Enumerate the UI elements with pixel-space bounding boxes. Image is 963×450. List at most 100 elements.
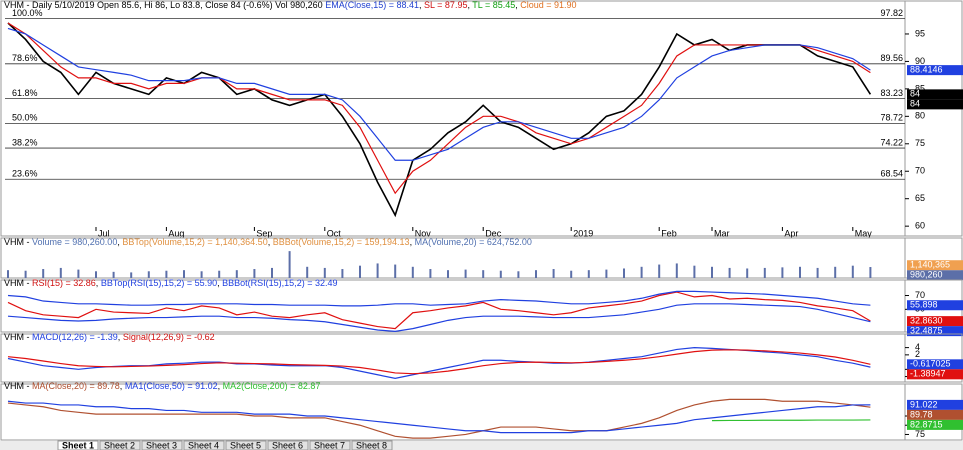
sheet-tab-label: Sheet 3 — [146, 440, 177, 450]
y-tick-label: 2 — [915, 349, 920, 359]
fib-value: 83.23 — [880, 88, 903, 98]
panel-header: VHM - RSI(15) = 32.86, BBTop(RSI(15),15,… — [4, 278, 337, 288]
volume-bar — [711, 266, 713, 278]
panel-frame — [0, 0, 963, 237]
sheet-tab-label: Sheet 6 — [272, 440, 303, 450]
series-line — [7, 349, 871, 375]
fib-percent: 38.2% — [12, 137, 38, 147]
fib-value: 89.56 — [880, 53, 903, 63]
header-part: MA(Volume,20) = 624,752.00 — [415, 237, 532, 247]
y-tick-label: 4 — [915, 342, 920, 352]
panel-frame — [0, 237, 963, 279]
header-part: Cloud = 91.90 — [520, 0, 576, 10]
y-tick-label: 70 — [915, 166, 925, 176]
sheet-tab[interactable] — [309, 440, 351, 450]
header-part: , — [515, 0, 520, 10]
volume-bar — [869, 267, 872, 278]
fib-percent: 50.0% — [12, 113, 38, 123]
sheet-tab[interactable] — [267, 440, 309, 450]
series-line — [711, 419, 871, 422]
y-tick-label: 95 — [915, 28, 925, 38]
price-tag — [907, 99, 963, 110]
series-line — [7, 27, 871, 161]
fib-value: 74.22 — [880, 137, 903, 147]
y-tick-label: 85 — [915, 83, 925, 93]
header-part: , — [217, 278, 222, 288]
volume-bar — [851, 265, 854, 278]
header-part: MACD(12,26) = -1.39 — [32, 332, 118, 342]
sheet-tab[interactable] — [183, 440, 225, 450]
sheet-tab-label: Sheet 4 — [188, 440, 219, 450]
header-part: , — [419, 0, 424, 10]
series-line — [7, 22, 872, 218]
volume-bar — [482, 270, 485, 278]
sheet-tab[interactable] — [351, 440, 393, 450]
header-part: , — [467, 0, 472, 10]
x-tick-label: Sep — [256, 228, 272, 238]
volume-bar — [816, 267, 819, 278]
x-tick-label: Jul — [98, 228, 110, 238]
volume-bar — [447, 270, 449, 278]
price-tag-label: 980,260 — [910, 270, 943, 280]
volume-bar — [834, 266, 837, 278]
header-part: MA(Close,20) = 89.78 — [32, 381, 120, 391]
price-tag-label: 91.022 — [910, 399, 938, 409]
x-tick-label: Oct — [327, 228, 342, 238]
volume-bar — [24, 270, 27, 278]
header-part: , — [118, 332, 123, 342]
header-part: VHM - — [4, 237, 32, 247]
price-tag — [907, 300, 963, 311]
panel-header: VHM - MACD(12,26) = -1.39, Signal(12,26,… — [4, 332, 215, 342]
sheet-tab[interactable] — [141, 440, 183, 450]
volume-bar — [640, 266, 643, 278]
fib-value: 97.82 — [880, 8, 903, 18]
volume-bar — [7, 270, 9, 278]
x-tick-label: Feb — [661, 228, 677, 238]
header-part: , — [268, 237, 273, 247]
header-part: , — [117, 237, 122, 247]
volume-bar — [130, 272, 133, 278]
series-line — [7, 400, 871, 434]
volume-bar — [570, 270, 573, 278]
sheet-tab[interactable] — [99, 440, 141, 450]
volume-bar — [323, 267, 326, 278]
sheet-tab[interactable] — [225, 440, 267, 450]
price-tag — [907, 316, 963, 327]
y-tick-label: 80 — [915, 111, 925, 121]
header-part: , — [120, 381, 125, 391]
sheet-tab-label: Sheet 2 — [104, 440, 135, 450]
fib-percent: 23.6% — [12, 169, 38, 179]
volume-bar — [675, 263, 678, 278]
volume-bar — [288, 251, 291, 278]
header-part: SL = 87.95 — [424, 0, 467, 10]
price-tag — [907, 326, 963, 337]
series-line — [7, 291, 871, 330]
x-tick-label: Mar — [714, 228, 730, 238]
volume-bar — [77, 269, 80, 278]
volume-bar — [658, 264, 661, 278]
price-tag-label: 55.898 — [910, 300, 938, 310]
x-tick-label: Aug — [168, 228, 184, 238]
series-line — [7, 398, 871, 439]
x-tick-label: May — [855, 228, 873, 238]
volume-bar — [728, 267, 731, 278]
volume-bar — [517, 271, 520, 278]
x-tick-label: 2019 — [573, 228, 593, 238]
volume-bar — [165, 270, 168, 278]
volume-bar — [235, 270, 238, 278]
y-tick-label: 70 — [915, 290, 925, 300]
sheet-tab[interactable] — [57, 440, 99, 450]
price-tag-label: 84 — [910, 89, 920, 99]
price-tag-label: 1,140,365 — [910, 260, 950, 270]
header-part: BBBot(Volume,15,2) = 159,194.13 — [273, 237, 410, 247]
panel-header: VHM - Daily 5/10/2019 Open 85.6, Hi 86, … — [4, 0, 577, 10]
header-part: TL = 85.45 — [472, 0, 515, 10]
price-tag-label: 32.4875 — [910, 326, 943, 336]
series-line — [7, 290, 871, 307]
header-part: Signal(12,26,9) = -0.62 — [123, 332, 215, 342]
header-part: VHM - Daily 5/10/2019 Open 85.6, Hi 86, … — [4, 0, 325, 10]
volume-bar — [499, 270, 502, 278]
volume-bar — [253, 269, 256, 278]
